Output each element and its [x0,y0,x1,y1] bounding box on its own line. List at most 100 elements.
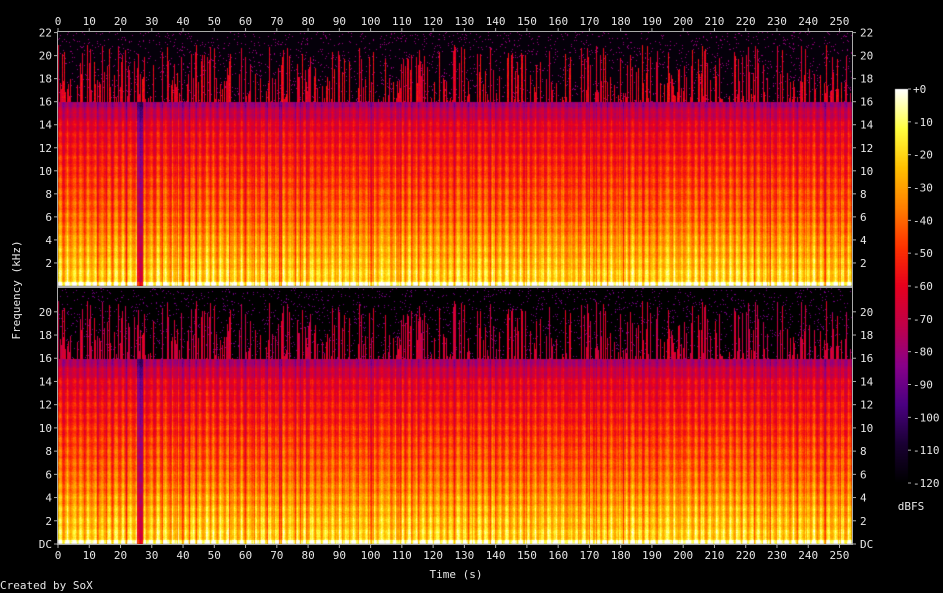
y-tick-label-left: 16 [39,352,52,365]
x-tick-label-bottom: 20 [114,549,127,562]
x-tick-label-bottom: 60 [239,549,252,562]
x-axis-bottom: 0 10 20 30 40 50 60 70 80 90 100 110 120 130 140 150 160… [55,544,850,562]
x-tick-label-bottom: 250 [830,549,850,562]
y-tick-label-right: 18 [860,73,873,86]
x-tick-label-bottom: 110 [392,549,412,562]
x-tick-label-bottom: 50 [208,549,221,562]
x-tick-label-top: 240 [798,15,818,28]
y-tick-label-right: 20 [860,306,873,319]
x-tick-label-top: 50 [208,15,221,28]
y-tick-label-right: DC [860,538,873,551]
x-tick-label-top: 150 [517,15,537,28]
x-tick-label-bottom: 120 [423,549,443,562]
y-tick-label-right: 22 [860,27,873,40]
y-tick-label-left: 20 [39,306,52,319]
x-tick-label-top: 70 [270,15,283,28]
y-tick-label-left: 8 [45,188,52,201]
y-tick-label-left: 6 [45,468,52,481]
x-tick-label-bottom: 200 [673,549,693,562]
x-tick-label-top: 230 [767,15,787,28]
x-tick-label-top: 220 [736,15,756,28]
colorbar-axis: +0 -10 -20 -30 -40 -50 -60 -70 -80 -90 -100 -110 -12… [908,83,940,490]
y-tick-label-left: 12 [39,142,52,155]
y-axis-label: Frequency (kHz) [10,240,23,339]
colorbar-tick-label: -90 [913,379,933,392]
colorbar-tick-label: -120 [913,477,940,490]
x-tick-label-bottom: 90 [333,549,346,562]
y-tick-label-left: 22 [39,27,52,40]
y-tick-label-left: 20 [39,50,52,63]
x-axis-top: 0 10 20 30 40 50 60 70 80 90 100 110 120 130 140 150 160… [55,15,850,32]
x-tick-label-top: 250 [830,15,850,28]
x-axis-label: Time (s) [430,568,483,581]
y-tick-label-left: 8 [45,445,52,458]
x-tick-label-top: 170 [579,15,599,28]
y-tick-label-right: 16 [860,96,873,109]
y-tick-label-right: 6 [860,468,867,481]
y-tick-label-left: 14 [39,119,53,132]
x-tick-label-top: 20 [114,15,127,28]
x-tick-label-top: 140 [486,15,506,28]
y-tick-label-left: 2 [45,257,52,270]
colorbar-tick-label: +0 [913,83,926,96]
x-tick-label-top: 130 [454,15,474,28]
x-tick-label-top: 40 [176,15,189,28]
x-tick-label-bottom: 140 [486,549,506,562]
x-tick-label-top: 90 [333,15,346,28]
x-tick-label-bottom: 130 [454,549,474,562]
channel-frame-1 [57,31,853,287]
x-tick-label-top: 180 [611,15,631,28]
x-tick-label-top: 190 [642,15,662,28]
x-tick-label-bottom: 230 [767,549,787,562]
x-tick-label-top: 160 [548,15,568,28]
y-tick-label-left: DC [39,538,52,551]
y-tick-label-left: 18 [39,73,52,86]
y-tick-label-left: 10 [39,165,52,178]
y-tick-label-right: 4 [860,234,867,247]
x-tick-label-bottom: 210 [705,549,725,562]
y-tick-label-right: 8 [860,445,867,458]
x-tick-label-bottom: 30 [145,549,158,562]
x-tick-label-top: 60 [239,15,252,28]
x-tick-label-top: 100 [361,15,381,28]
x-tick-label-bottom: 100 [361,549,381,562]
y-tick-label-right: 14 [860,119,874,132]
x-tick-label-bottom: 70 [270,549,283,562]
x-tick-label-bottom: 150 [517,549,537,562]
y-tick-label-right: 4 [860,492,867,505]
y-tick-label-left: 18 [39,329,52,342]
x-tick-label-bottom: 10 [83,549,96,562]
colorbar-tick-label: -80 [913,346,933,359]
y-tick-label-right: 2 [860,515,867,528]
x-tick-label-bottom: 0 [55,549,62,562]
colorbar-tick-label: -20 [913,149,933,162]
y-tick-label-right: 12 [860,142,873,155]
y-axis-lower-channel: DC DC 2 2 4 4 6 6 8 8 10 10 12 12 14 14 16 16 18 18 20 20 [39,306,874,551]
y-tick-label-right: 10 [860,165,873,178]
y-tick-label-right: 18 [860,329,873,342]
x-tick-label-top: 30 [145,15,158,28]
colorbar-tick-label: -100 [913,411,940,424]
y-tick-label-left: 12 [39,399,52,412]
colorbar-tick-label: -50 [913,247,933,260]
x-tick-label-bottom: 240 [798,549,818,562]
colorbar-tick-label: -30 [913,182,933,195]
y-tick-label-right: 20 [860,50,873,63]
x-tick-label-bottom: 190 [642,549,662,562]
x-tick-label-top: 200 [673,15,693,28]
y-tick-label-left: 14 [39,375,53,388]
x-tick-label-bottom: 40 [176,549,189,562]
y-tick-label-right: 2 [860,257,867,270]
x-tick-label-top: 0 [55,15,62,28]
colorbar-tick-label: -40 [913,214,933,227]
x-tick-label-top: 120 [423,15,443,28]
y-tick-label-left: 6 [45,211,52,224]
channel-frame-2 [57,287,853,545]
colorbar-tick-label: -60 [913,280,933,293]
x-tick-label-bottom: 180 [611,549,631,562]
y-tick-label-right: 16 [860,352,873,365]
x-tick-label-top: 210 [705,15,725,28]
y-tick-label-left: 2 [45,515,52,528]
y-tick-label-left: 16 [39,96,52,109]
